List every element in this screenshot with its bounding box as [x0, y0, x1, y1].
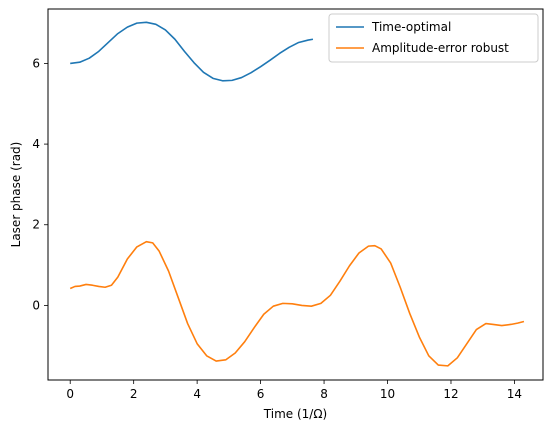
y-axis-label: Laser phase (rad) [9, 142, 23, 248]
legend: Time-optimal Amplitude-error robust [328, 13, 539, 63]
y-axis-ticks: 0 2 4 6 [32, 56, 48, 312]
x-axis-ticks: 0 2 4 6 8 10 12 14 [66, 380, 522, 401]
x-tick-label: 6 [257, 387, 265, 401]
x-tick-label: 12 [443, 387, 458, 401]
x-tick-label: 8 [320, 387, 328, 401]
y-tick-label: 4 [32, 137, 40, 151]
legend-box [328, 13, 539, 63]
axes-frame [47, 8, 544, 381]
y-tick-label: 6 [32, 56, 40, 70]
series-line-time-optimal [70, 21, 314, 82]
x-tick-label: 14 [507, 387, 522, 401]
series-line-amplitude-error-robust [69, 240, 525, 367]
x-tick-label: 10 [380, 387, 395, 401]
y-tick-label: 0 [32, 298, 40, 312]
x-tick-label: 2 [130, 387, 138, 401]
x-tick-label: 4 [193, 387, 201, 401]
x-tick-label: 0 [66, 387, 74, 401]
legend-label-amplitude-error-robust: Amplitude-error robust [372, 41, 509, 55]
y-tick-label: 2 [32, 218, 40, 232]
series-lines [69, 21, 525, 367]
legend-label-time-optimal: Time-optimal [371, 20, 451, 34]
x-axis-label: Time (1/Ω) [263, 407, 327, 421]
